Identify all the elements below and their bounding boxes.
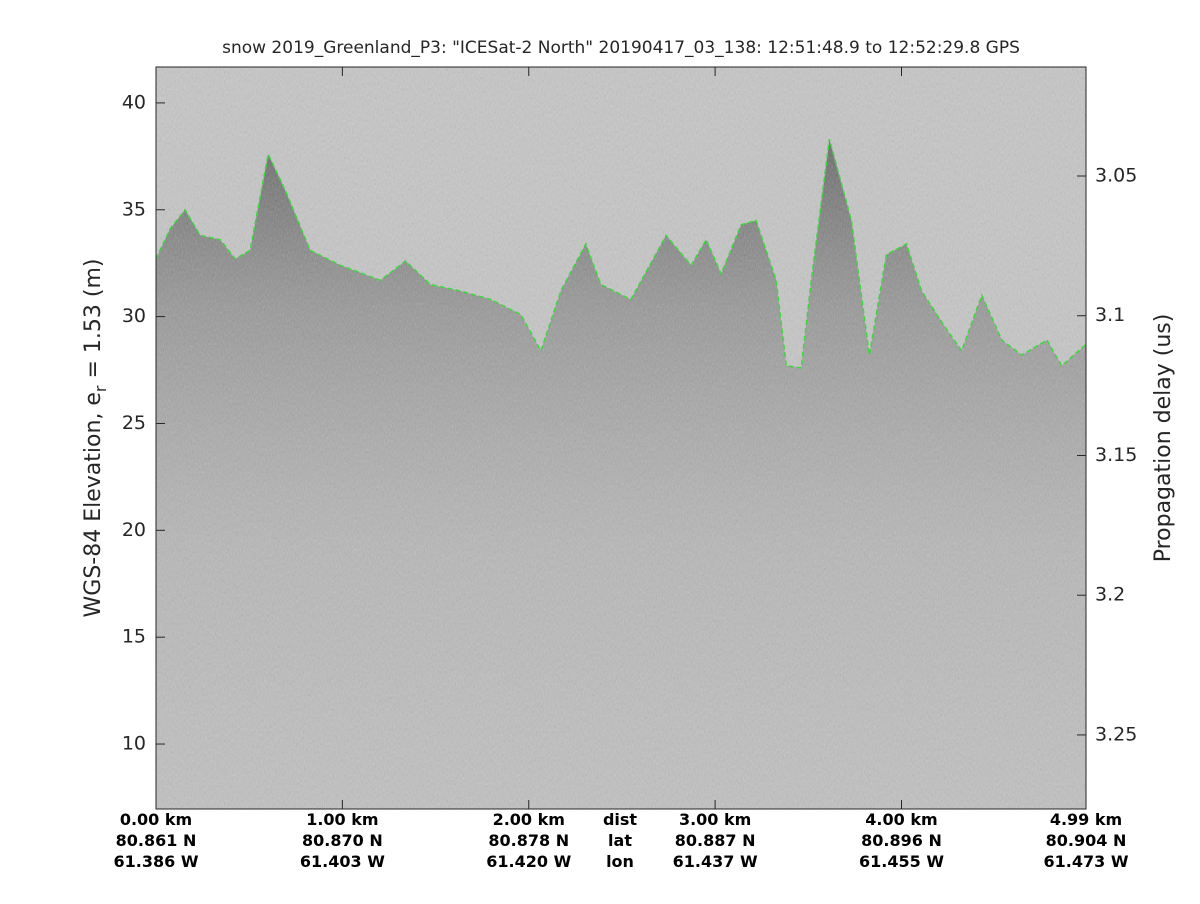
- echo-texture: [156, 67, 1086, 809]
- row-label: lon: [606, 852, 634, 871]
- x-tick-label: 0.00 km: [120, 810, 192, 829]
- x-tick-label: 2.00 km: [493, 810, 565, 829]
- y2-tick-label: 3.15: [1095, 444, 1137, 466]
- y2-axis-label: Propagation delay (us): [1151, 314, 1176, 563]
- y2-tick-label: 3.25: [1095, 723, 1137, 745]
- x-tick-lon: 61.455 W: [859, 852, 944, 871]
- x-tick-lat: 80.896 N: [861, 831, 942, 850]
- x-tick-lat: 80.887 N: [675, 831, 756, 850]
- x-tick-label: 3.00 km: [679, 810, 751, 829]
- y-tick-label: 30: [122, 305, 146, 327]
- y-tick-label: 40: [122, 91, 146, 113]
- x-tick-lon: 61.403 W: [300, 852, 385, 871]
- y-tick-label: 35: [122, 198, 146, 220]
- x-tick-lon: 61.437 W: [673, 852, 758, 871]
- x-tick-lat: 80.878 N: [488, 831, 569, 850]
- x-tick-lat: 80.904 N: [1046, 831, 1127, 850]
- x-tick-lon: 61.386 W: [114, 852, 199, 871]
- y-tick-label: 25: [122, 412, 146, 434]
- y-tick-label: 20: [122, 519, 146, 541]
- x-tick-label: 1.00 km: [306, 810, 378, 829]
- y2-tick-label: 3.2: [1095, 584, 1125, 606]
- x-tick-label: 4.99 km: [1050, 810, 1122, 829]
- x-tick-lat: 80.861 N: [116, 831, 197, 850]
- x-tick-lon: 61.473 W: [1044, 852, 1129, 871]
- row-label: lat: [608, 831, 632, 850]
- y-label-rest: = 1.53 (m): [81, 259, 106, 386]
- x-tick-label: 4.00 km: [865, 810, 937, 829]
- axes-box: [155, 66, 1087, 810]
- y2-tick-label: 3.1: [1095, 304, 1125, 326]
- row-label: dist: [603, 810, 637, 829]
- y-label-subscript: r: [91, 385, 110, 392]
- y-label-text: WGS-84 Elevation, e: [81, 392, 106, 617]
- y-tick-label: 15: [122, 626, 146, 648]
- y-axis-label: WGS-84 Elevation, er = 1.53 (m): [81, 259, 110, 618]
- x-tick-lat: 80.870 N: [302, 831, 383, 850]
- y-tick-label: 10: [122, 733, 146, 755]
- chart-title: snow 2019_Greenland_P3: "ICESat-2 North"…: [222, 38, 1020, 58]
- y2-tick-label: 3.05: [1095, 164, 1137, 186]
- x-tick-lon: 61.420 W: [486, 852, 571, 871]
